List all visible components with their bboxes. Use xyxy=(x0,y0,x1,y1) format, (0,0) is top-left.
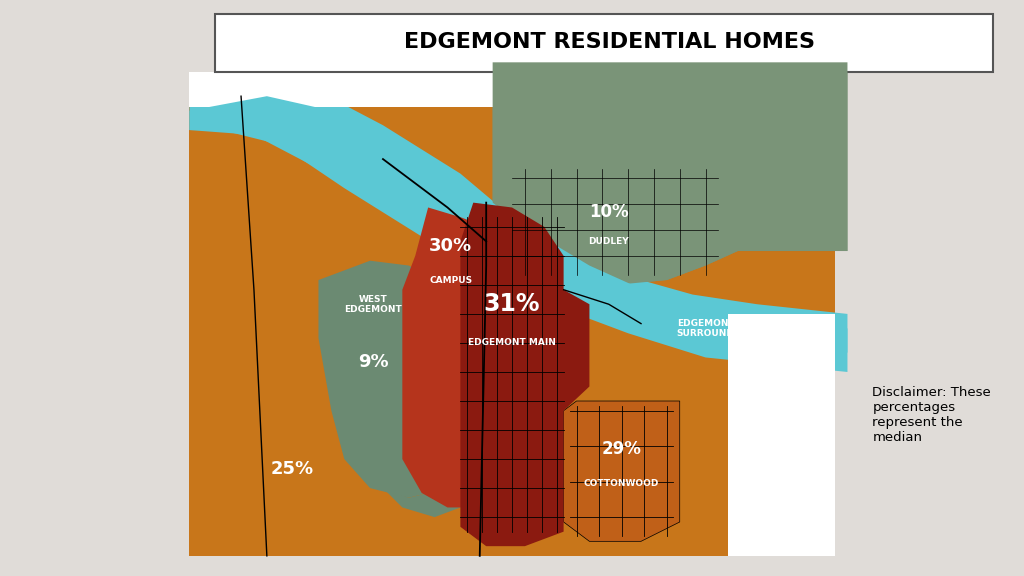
Text: EDGEMONT MAIN: EDGEMONT MAIN xyxy=(468,339,556,347)
Bar xyxy=(189,72,835,107)
Text: 30%: 30% xyxy=(429,237,472,255)
Text: 31%: 31% xyxy=(483,292,541,316)
Polygon shape xyxy=(189,82,848,353)
Text: Disclaimer: These
percentages
represent the
median: Disclaimer: These percentages represent … xyxy=(872,386,991,444)
Text: EDGEMONT
SURROUND: EDGEMONT SURROUND xyxy=(677,319,734,338)
Text: 9%: 9% xyxy=(358,353,389,372)
Polygon shape xyxy=(318,261,461,498)
Text: COTTONWOOD: COTTONWOOD xyxy=(584,479,659,488)
Text: CAMPUS: CAMPUS xyxy=(429,275,472,285)
Text: WEST
EDGEMONT: WEST EDGEMONT xyxy=(344,294,402,314)
Polygon shape xyxy=(383,449,461,517)
Polygon shape xyxy=(493,62,848,285)
Polygon shape xyxy=(402,207,512,507)
Bar xyxy=(189,72,835,107)
Polygon shape xyxy=(461,203,590,546)
FancyBboxPatch shape xyxy=(215,14,993,72)
Text: EDGEMONT RESIDENTIAL HOMES: EDGEMONT RESIDENTIAL HOMES xyxy=(403,32,815,52)
Text: 29%: 29% xyxy=(602,441,642,458)
Polygon shape xyxy=(493,62,848,285)
Text: 25%: 25% xyxy=(271,460,314,478)
Text: DUDLEY: DUDLEY xyxy=(589,237,629,246)
Bar xyxy=(728,314,835,556)
Bar xyxy=(189,72,835,556)
Polygon shape xyxy=(189,96,848,372)
Text: 10%: 10% xyxy=(589,203,629,221)
Polygon shape xyxy=(563,401,680,541)
